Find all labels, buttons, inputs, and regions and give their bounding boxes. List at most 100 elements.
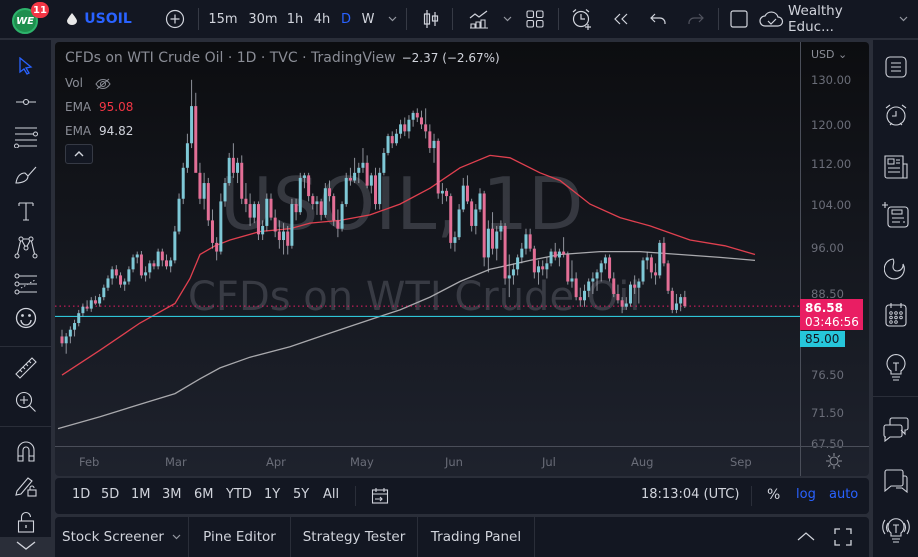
utc-clock[interactable]: 18:13:04 (UTC) — [641, 487, 740, 502]
candle — [60, 336, 64, 344]
cursor-arrow-icon[interactable] — [10, 50, 42, 82]
ema-line[interactable] — [61, 154, 756, 376]
indicators-icon[interactable] — [466, 0, 492, 38]
ema-slow-legend[interactable]: EMA 94.82 — [65, 124, 134, 138]
tab-strategy-tester[interactable]: Strategy Tester — [291, 517, 418, 557]
trend-line-icon[interactable] — [10, 86, 42, 118]
interval-15m[interactable]: 15m — [208, 11, 238, 27]
fullscreen-icon[interactable] — [834, 528, 852, 546]
collapse-legend-button[interactable] — [65, 144, 93, 164]
hidden-eye-icon[interactable] — [95, 78, 111, 90]
hotlists-flame-icon[interactable] — [879, 252, 913, 286]
create-alert-icon[interactable] — [568, 0, 596, 38]
range-ytd[interactable]: YTD — [226, 487, 252, 502]
interval-30m[interactable]: 30m — [248, 11, 278, 27]
log-scale-toggle[interactable]: log — [796, 487, 816, 502]
interval-4h[interactable]: 4h — [313, 11, 331, 27]
auto-scale-toggle[interactable]: auto — [829, 487, 859, 502]
symbol-search-button[interactable]: USOIL — [84, 11, 132, 27]
layout-name[interactable]: Wealthy Educ... — [788, 3, 843, 35]
currency-selector[interactable]: USD ⌄ — [811, 48, 848, 61]
chats-icon[interactable] — [879, 413, 913, 447]
layout-chevron-icon[interactable] — [896, 0, 910, 38]
candle — [470, 201, 474, 226]
magnet-icon[interactable] — [10, 436, 42, 468]
range-1y[interactable]: 1Y — [264, 487, 281, 502]
range-5y[interactable]: 5Y — [293, 487, 310, 502]
text-tool-icon[interactable] — [10, 195, 42, 227]
candles-chart-type-icon[interactable] — [418, 0, 444, 38]
fib-retracement-icon[interactable] — [10, 121, 42, 153]
price-axis[interactable]: USD ⌄ 130.00 120.00 112.00 104.00 96.00 … — [800, 42, 869, 451]
tab-pine-editor[interactable]: Pine Editor — [189, 517, 291, 557]
candle — [198, 172, 202, 199]
interval-d[interactable]: D — [340, 11, 351, 27]
candle — [252, 204, 256, 218]
ruler-measure-icon[interactable] — [10, 352, 42, 384]
chart-pane[interactable]: USOIL, 1D CFDs on WTI Crude Oil CFDs on … — [55, 42, 869, 476]
candle — [641, 260, 645, 282]
news-icon[interactable] — [879, 150, 913, 184]
pattern-xabcd-icon[interactable] — [10, 231, 42, 263]
divider — [406, 8, 407, 30]
cloud-saved-icon[interactable] — [758, 0, 786, 38]
undo-icon[interactable] — [645, 0, 671, 38]
interval-1h[interactable]: 1h — [286, 11, 304, 27]
candle — [374, 175, 377, 205]
range-1m[interactable]: 1M — [131, 487, 151, 502]
range-1d[interactable]: 1D — [72, 487, 91, 502]
indicators-chevron-icon[interactable] — [500, 0, 514, 38]
lightbulb-ideas-icon[interactable] — [879, 350, 913, 384]
redo-icon[interactable] — [683, 0, 709, 38]
price-label: 130.00 — [811, 73, 852, 87]
interval-w[interactable]: W — [361, 11, 375, 27]
candle — [210, 220, 214, 243]
ema-fast-legend[interactable]: EMA 95.08 — [65, 100, 134, 114]
percent-scale-toggle[interactable]: % — [767, 487, 781, 503]
tab-trading-panel[interactable]: Trading Panel — [418, 517, 535, 557]
tab-stock-screener[interactable]: Stock Screener — [55, 517, 189, 557]
ema-slow-value: 94.82 — [98, 124, 134, 138]
brush-icon[interactable] — [10, 158, 42, 190]
prediction-measure-icon[interactable] — [10, 268, 42, 300]
candle — [465, 185, 469, 202]
unlock-icon[interactable] — [10, 506, 42, 538]
private-chats-icon[interactable] — [879, 464, 913, 498]
candle — [89, 300, 93, 309]
candle — [633, 284, 637, 288]
candle — [261, 225, 265, 235]
candle — [353, 172, 357, 181]
calendar-icon[interactable] — [879, 298, 913, 332]
ema-line[interactable] — [57, 250, 756, 430]
fullscreen-square-icon[interactable] — [726, 0, 752, 38]
top-toolbar: WE 11 USOIL 15m 30m 1h 4h D W — [0, 0, 918, 38]
emoji-smiley-icon[interactable] — [10, 302, 42, 334]
lock-drawings-pencil-icon[interactable] — [10, 470, 42, 502]
ideas-stream-icon[interactable] — [879, 198, 913, 232]
range-3m[interactable]: 3M — [162, 487, 182, 502]
divider — [452, 8, 453, 30]
range-6m[interactable]: 6M — [194, 487, 214, 502]
watchlist-icon[interactable] — [879, 50, 913, 84]
interval-dropdown-chevron-icon[interactable] — [384, 0, 400, 38]
candle — [282, 231, 286, 241]
chart-settings-sun-icon[interactable] — [826, 453, 842, 469]
product-updates-bulb-icon[interactable] — [879, 512, 913, 546]
time-axis[interactable]: Feb Mar Apr May Jun Jul Aug Sep — [55, 446, 869, 476]
candle — [524, 234, 528, 249]
zoom-in-icon[interactable] — [10, 386, 42, 418]
candlestick-plot[interactable] — [55, 42, 800, 446]
candle — [545, 263, 549, 270]
candle — [528, 234, 532, 249]
alerts-clock-icon[interactable] — [879, 98, 913, 132]
candle — [98, 297, 102, 304]
go-to-date-icon[interactable] — [371, 487, 389, 505]
replay-icon[interactable] — [608, 0, 634, 38]
range-all[interactable]: All — [323, 487, 340, 502]
range-5d[interactable]: 5D — [101, 487, 120, 502]
compare-add-symbol-button[interactable] — [162, 0, 188, 38]
hide-drawings-toggle[interactable] — [0, 537, 51, 557]
maximize-panel-chevron-up-icon[interactable] — [797, 531, 815, 541]
candle — [106, 278, 110, 288]
layout-grid-icon[interactable] — [522, 0, 548, 38]
